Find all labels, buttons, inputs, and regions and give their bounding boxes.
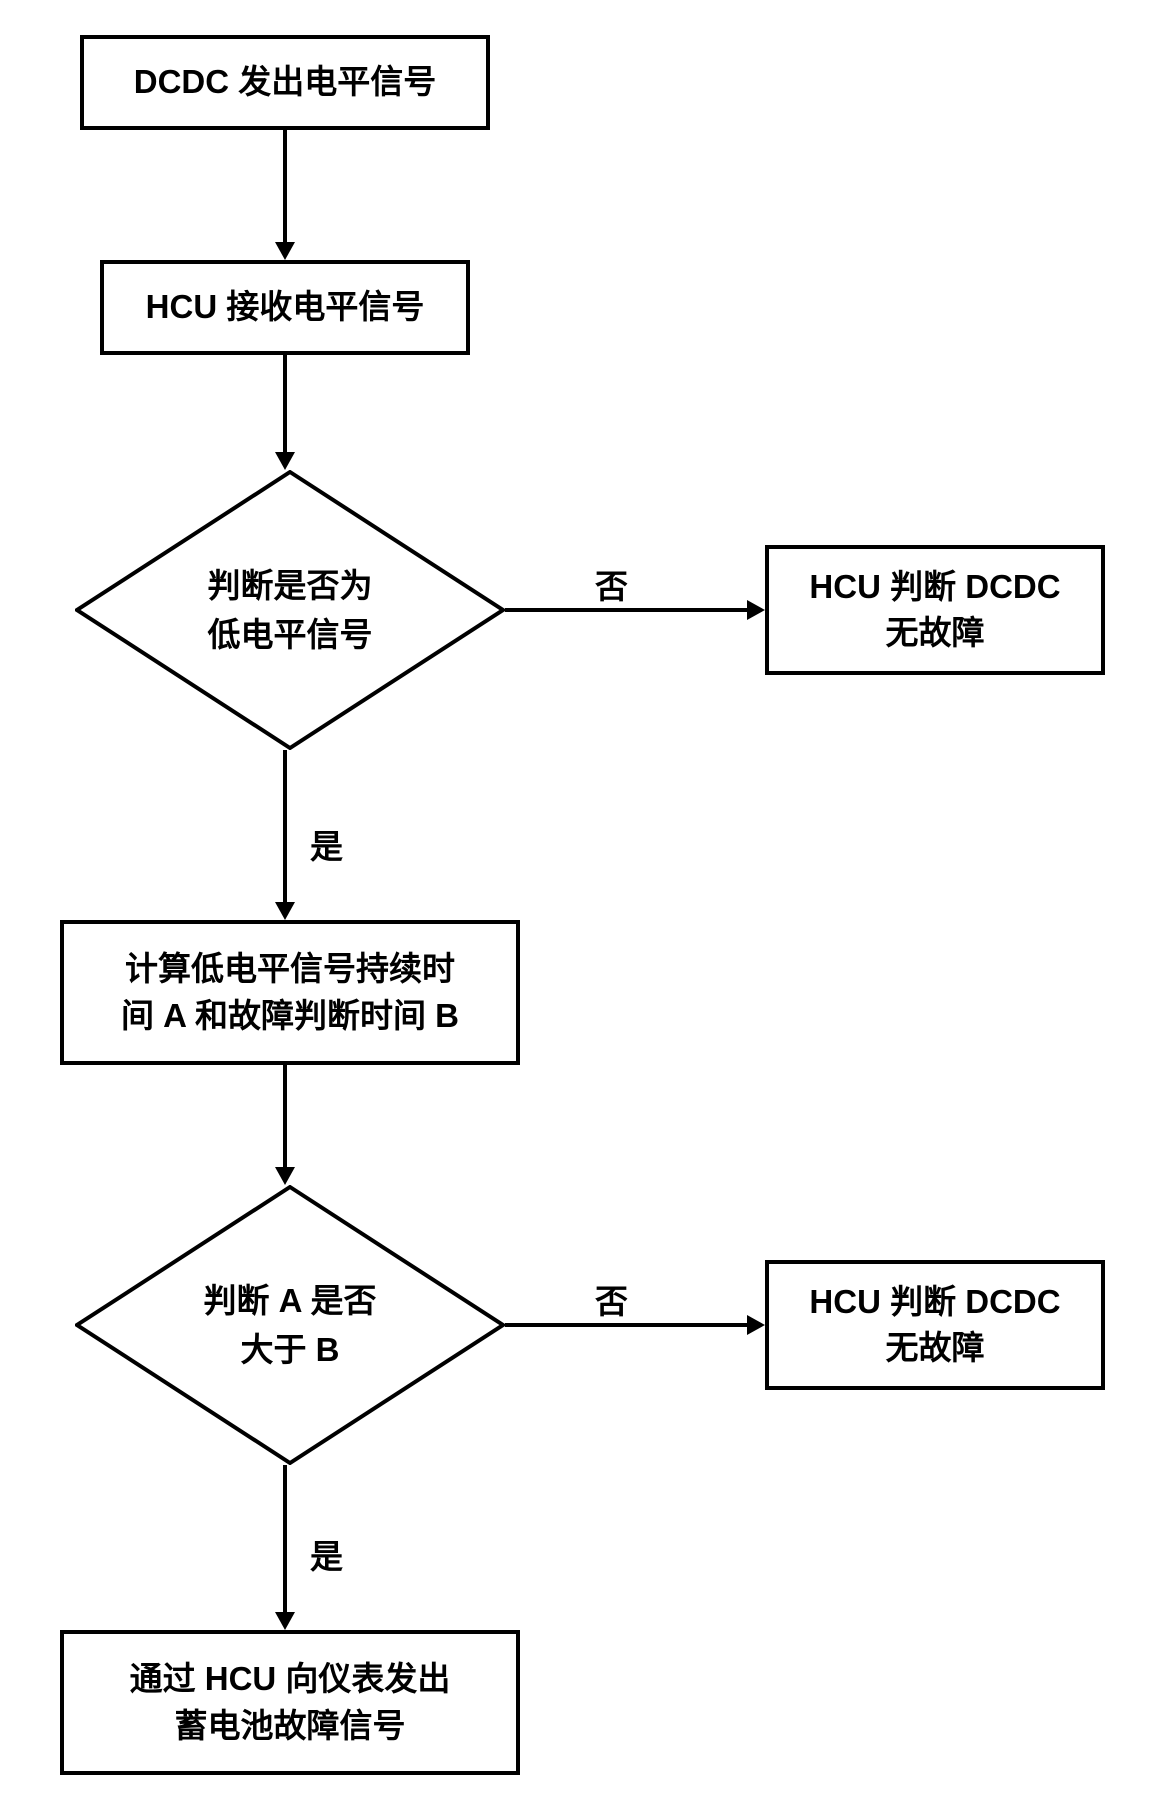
- edge-e2: [283, 355, 287, 452]
- edge-label-yes-1: 是: [310, 820, 343, 868]
- node-no-fault-2: HCU 判断 DCDC 无故障: [765, 1260, 1105, 1390]
- edge-e3: [505, 608, 747, 612]
- node-calc-ab: 计算低电平信号持续时 间 A 和故障判断时间 B: [60, 920, 520, 1065]
- node-label: HCU 判断 DCDC 无故障: [809, 1279, 1060, 1371]
- edge-label-no-1: 否: [595, 560, 628, 608]
- arrow-head-icon: [275, 452, 295, 470]
- edge-e6: [505, 1323, 747, 1327]
- edge-label-yes-2: 是: [310, 1530, 343, 1578]
- node-label: DCDC 发出电平信号: [134, 59, 437, 105]
- node-no-fault-1: HCU 判断 DCDC 无故障: [765, 545, 1105, 675]
- edge-e4: [283, 750, 287, 902]
- node-dcdc-send: DCDC 发出电平信号: [80, 35, 490, 130]
- node-label: 判断 A 是否 大于 B: [204, 1276, 377, 1375]
- arrow-head-icon: [275, 242, 295, 260]
- arrow-head-icon: [275, 1167, 295, 1185]
- arrow-head-icon: [275, 1612, 295, 1630]
- edge-e1: [283, 130, 287, 242]
- node-decision-low-signal: 判断是否为 低电平信号: [75, 470, 505, 750]
- node-label: HCU 判断 DCDC 无故障: [809, 564, 1060, 656]
- arrow-head-icon: [747, 600, 765, 620]
- arrow-head-icon: [747, 1315, 765, 1335]
- arrow-head-icon: [275, 902, 295, 920]
- node-hcu-receive: HCU 接收电平信号: [100, 260, 470, 355]
- node-send-fault: 通过 HCU 向仪表发出 蓄电池故障信号: [60, 1630, 520, 1775]
- edge-e5: [283, 1065, 287, 1167]
- node-label: HCU 接收电平信号: [146, 284, 425, 330]
- node-decision-a-gt-b: 判断 A 是否 大于 B: [75, 1185, 505, 1465]
- node-label: 判断是否为 低电平信号: [208, 561, 373, 660]
- edge-e7: [283, 1465, 287, 1612]
- node-label: 通过 HCU 向仪表发出 蓄电池故障信号: [130, 1656, 451, 1748]
- node-label: 计算低电平信号持续时 间 A 和故障判断时间 B: [121, 946, 459, 1038]
- edge-label-no-2: 否: [595, 1275, 628, 1323]
